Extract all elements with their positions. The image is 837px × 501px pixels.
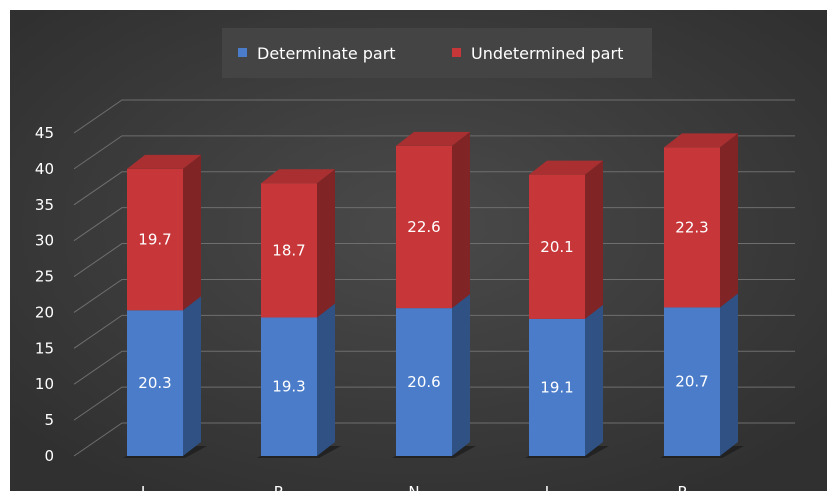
bar-L-determinate (127, 296, 201, 456)
bar-front-R-0 (261, 317, 317, 456)
data-label-I-1: 20.1 (540, 238, 573, 256)
bar-R-undetermined (261, 169, 335, 318)
bar-I-undetermined (529, 160, 603, 319)
y-tick-label-9: 45 (35, 124, 54, 142)
bar-front-L-0 (127, 310, 183, 456)
data-label-N-0: 20.6 (407, 373, 440, 391)
bar-R-determinate (261, 303, 335, 456)
bar-L-undetermined (127, 154, 201, 311)
x-tick-label-L: L (141, 483, 150, 501)
bar-top-N (396, 131, 470, 146)
bar-top-L (127, 154, 201, 169)
legend-label-undetermined: Undetermined part (471, 44, 623, 63)
bar-top-I (529, 160, 603, 175)
bar-front-P-0 (664, 307, 720, 456)
bar-side-P-0 (720, 293, 738, 456)
data-label-N-1: 22.6 (407, 218, 440, 236)
data-label-R-0: 19.3 (272, 378, 305, 396)
bar-I-determinate (529, 304, 603, 456)
bar-side-P-1 (720, 133, 738, 308)
x-tick-label-I: I (545, 483, 549, 501)
bar-front-L-1 (127, 168, 183, 311)
data-label-I-0: 19.1 (540, 378, 573, 396)
bar-front-I-0 (529, 318, 585, 456)
bar-front-I-1 (529, 174, 585, 319)
y-axis-ticks: 0 5 10 15 20 25 30 35 40 45 (35, 124, 54, 465)
bar-side-L-1 (183, 154, 201, 311)
y-tick-label-0: 0 (44, 447, 54, 465)
bar-front-P-1 (664, 147, 720, 308)
y-tick-label-3: 15 (35, 339, 54, 357)
bar-front-N-0 (396, 308, 452, 456)
gridline-8 (73, 135, 795, 170)
bar-top-P (664, 133, 738, 148)
bar-N-undetermined (396, 131, 470, 309)
bar-top-R (261, 169, 335, 184)
y-tick-label-2: 10 (35, 375, 54, 393)
legend-label-determinate: Determinate part (257, 44, 396, 63)
legend-box (222, 28, 652, 78)
bar-front-R-1 (261, 183, 317, 318)
legend: Determinate part Undetermined part (222, 28, 652, 78)
bar-side-I-0 (585, 304, 603, 456)
bar-side-R-0 (317, 303, 335, 456)
bars (123, 131, 744, 458)
bar-side-N-1 (452, 131, 470, 309)
bar-side-I-1 (585, 160, 603, 319)
y-tick-label-6: 30 (35, 232, 54, 250)
bar-P-undetermined (664, 133, 738, 308)
data-label-P-1: 22.3 (675, 218, 708, 236)
legend-swatch-undetermined (452, 48, 461, 57)
legend-swatch-determinate (238, 48, 247, 57)
y-tick-label-7: 35 (35, 196, 54, 214)
data-label-P-0: 20.7 (675, 373, 708, 391)
data-label-L-1: 19.7 (138, 231, 171, 249)
bar-P-determinate (664, 293, 738, 456)
x-tick-label-P: P (677, 483, 686, 501)
data-label-R-1: 18.7 (272, 241, 305, 259)
bar-side-L-0 (183, 296, 201, 456)
bar-side-R-1 (317, 169, 335, 318)
y-tick-label-4: 20 (35, 303, 54, 321)
gridline-9 (73, 99, 795, 134)
x-tick-label-R: R (274, 483, 284, 501)
data-labels: 20.3 19.7 19.3 18.7 20.6 22.6 19.1 20.1 20.7 22.3 (138, 218, 708, 396)
y-tick-label-5: 25 (35, 268, 54, 286)
bar-N-determinate (396, 294, 470, 456)
x-tick-label-N: N (408, 483, 419, 501)
y-tick-label-1: 5 (44, 411, 54, 429)
y-tick-label-8: 40 (35, 160, 54, 178)
data-label-L-0: 20.3 (138, 374, 171, 392)
bar-front-N-1 (396, 145, 452, 309)
bar-side-N-0 (452, 294, 470, 456)
